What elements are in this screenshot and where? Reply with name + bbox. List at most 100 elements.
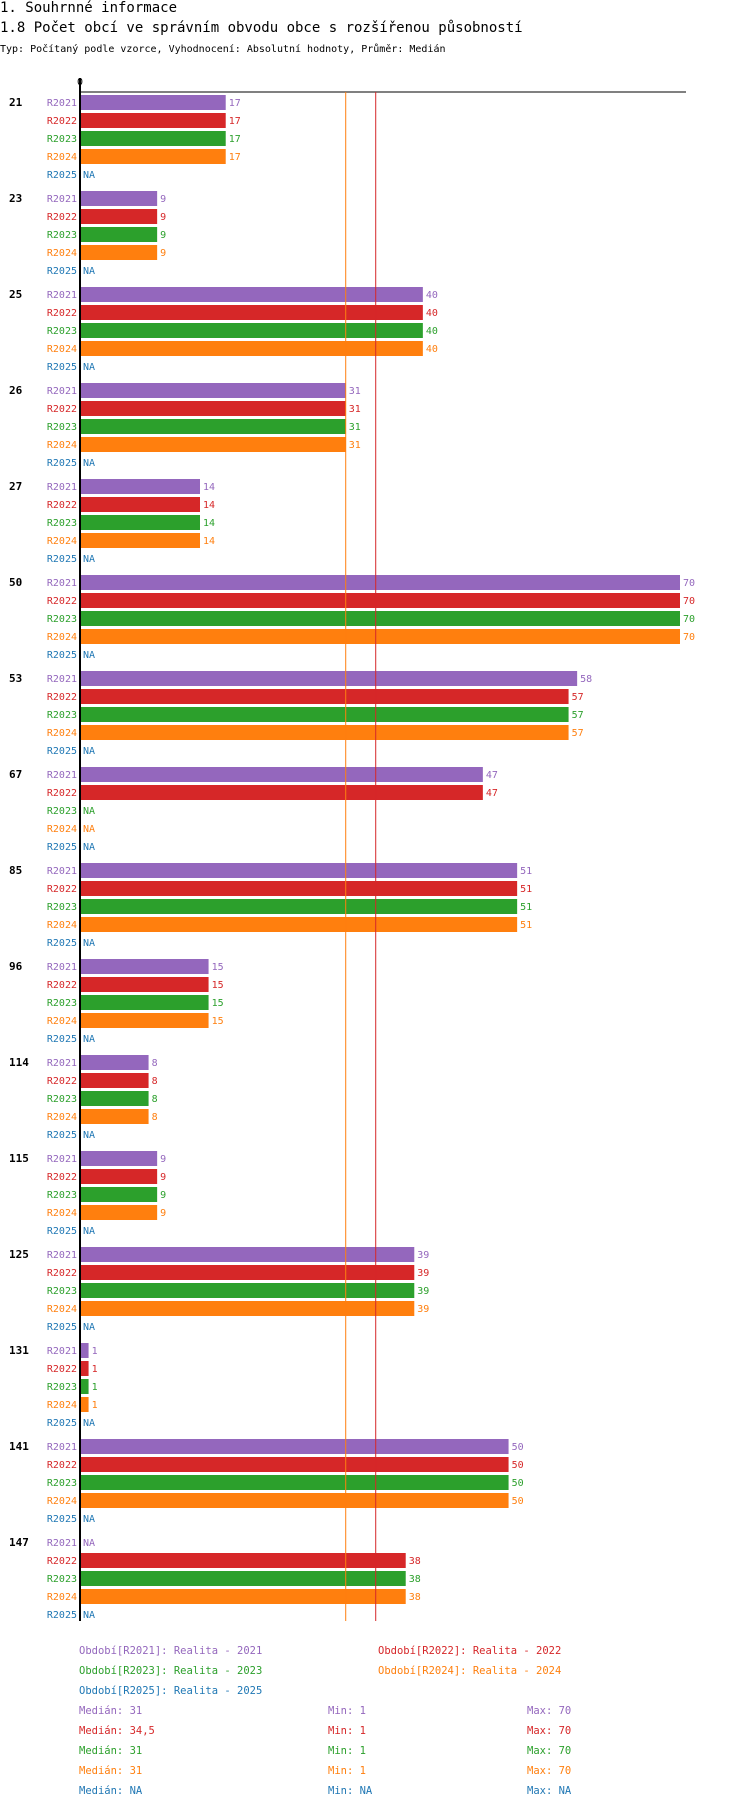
bar xyxy=(80,977,209,992)
series-label: R2025 xyxy=(47,1610,77,1621)
series-label: R2021 xyxy=(47,386,77,397)
data-label: 51 xyxy=(520,884,532,895)
data-label: 40 xyxy=(426,344,438,355)
series-label: R2024 xyxy=(47,728,77,739)
data-label: 15 xyxy=(212,980,224,991)
bar xyxy=(80,131,226,146)
na-label: NA xyxy=(83,806,95,817)
page-title: 1. Souhrnné informace xyxy=(0,0,178,16)
series-label: R2023 xyxy=(47,806,77,817)
na-label: NA xyxy=(83,746,95,757)
series-label: R2021 xyxy=(47,770,77,781)
na-label: NA xyxy=(83,1418,95,1429)
series-label: R2025 xyxy=(47,266,77,277)
na-label: NA xyxy=(83,1610,95,1621)
data-label: 40 xyxy=(426,326,438,337)
series-label: R2025 xyxy=(47,458,77,469)
bar xyxy=(80,287,423,302)
data-label: 15 xyxy=(212,1016,224,1027)
bar xyxy=(80,95,226,110)
bar-chart: 021R202117R202217R202317R202417R2025NA23… xyxy=(9,77,695,1621)
legend-min: Min: 1 xyxy=(328,1725,366,1737)
na-label: NA xyxy=(83,824,95,835)
data-label: 17 xyxy=(229,98,241,109)
na-label: NA xyxy=(83,650,95,661)
series-label: R2024 xyxy=(47,1592,77,1603)
series-label: R2023 xyxy=(47,1382,77,1393)
series-label: R2025 xyxy=(47,554,77,565)
data-label: 70 xyxy=(683,614,695,625)
na-label: NA xyxy=(83,938,95,949)
series-label: R2025 xyxy=(47,1034,77,1045)
data-label: 8 xyxy=(152,1058,158,1069)
series-label: R2025 xyxy=(47,938,77,949)
category-label: 50 xyxy=(9,576,22,589)
series-label: R2025 xyxy=(47,362,77,373)
data-label: 9 xyxy=(160,1190,166,1201)
bar xyxy=(80,689,569,704)
series-label: R2022 xyxy=(47,1268,77,1279)
data-label: 47 xyxy=(486,788,498,799)
bar xyxy=(80,1439,509,1454)
bar xyxy=(80,593,680,608)
category-label: 67 xyxy=(9,768,22,781)
series-label: R2025 xyxy=(47,746,77,757)
bar xyxy=(80,1379,89,1394)
bar xyxy=(80,341,423,356)
na-label: NA xyxy=(83,1538,95,1549)
data-label: 1 xyxy=(92,1364,98,1375)
category-label: 85 xyxy=(9,864,22,877)
na-label: NA xyxy=(83,1514,95,1525)
series-label: R2022 xyxy=(47,116,77,127)
legend-median: Medián: 31 xyxy=(79,1705,143,1717)
data-label: 9 xyxy=(160,194,166,205)
legend-median: Medián: NA xyxy=(79,1785,143,1797)
bar xyxy=(80,863,518,878)
series-label: R2022 xyxy=(47,1556,77,1567)
na-label: NA xyxy=(83,1226,95,1237)
legend-min: Min: NA xyxy=(328,1785,373,1797)
series-label: R2022 xyxy=(47,788,77,799)
data-label: 39 xyxy=(417,1304,429,1315)
bar xyxy=(80,245,158,260)
bar xyxy=(80,149,226,164)
series-label: R2023 xyxy=(47,1190,77,1201)
series-label: R2023 xyxy=(47,326,77,337)
na-label: NA xyxy=(83,1322,95,1333)
series-label: R2023 xyxy=(47,902,77,913)
series-label: R2024 xyxy=(47,920,77,931)
series-label: R2022 xyxy=(47,1364,77,1375)
data-label: 47 xyxy=(486,770,498,781)
bar xyxy=(80,1361,89,1376)
series-label: R2021 xyxy=(47,962,77,973)
bar xyxy=(80,959,209,974)
series-label: R2025 xyxy=(47,1130,77,1141)
data-label: 8 xyxy=(152,1094,158,1105)
series-label: R2021 xyxy=(47,674,77,685)
legend-period-item: Období[R2022]: Realita - 2022 xyxy=(378,1645,562,1657)
legend-median: Medián: 34,5 xyxy=(79,1725,155,1737)
bar xyxy=(80,785,483,800)
category-label: 115 xyxy=(9,1152,29,1165)
series-label: R2022 xyxy=(47,692,77,703)
na-label: NA xyxy=(83,266,95,277)
legend-median: Medián: 31 xyxy=(79,1745,143,1757)
bar xyxy=(80,1265,415,1280)
category-label: 141 xyxy=(9,1440,29,1453)
bar xyxy=(80,1571,406,1586)
series-label: R2023 xyxy=(47,1286,77,1297)
series-label: R2023 xyxy=(47,230,77,241)
series-label: R2021 xyxy=(47,1250,77,1261)
legend-max: Max: NA xyxy=(527,1785,572,1797)
data-label: 17 xyxy=(229,152,241,163)
series-label: R2024 xyxy=(47,1112,77,1123)
bar xyxy=(80,1343,89,1358)
data-label: 70 xyxy=(683,596,695,607)
bar xyxy=(80,611,680,626)
series-label: R2021 xyxy=(47,1058,77,1069)
bar xyxy=(80,995,209,1010)
data-label: 50 xyxy=(512,1478,524,1489)
bar xyxy=(80,1301,415,1316)
bar xyxy=(80,1283,415,1298)
bar xyxy=(80,575,680,590)
